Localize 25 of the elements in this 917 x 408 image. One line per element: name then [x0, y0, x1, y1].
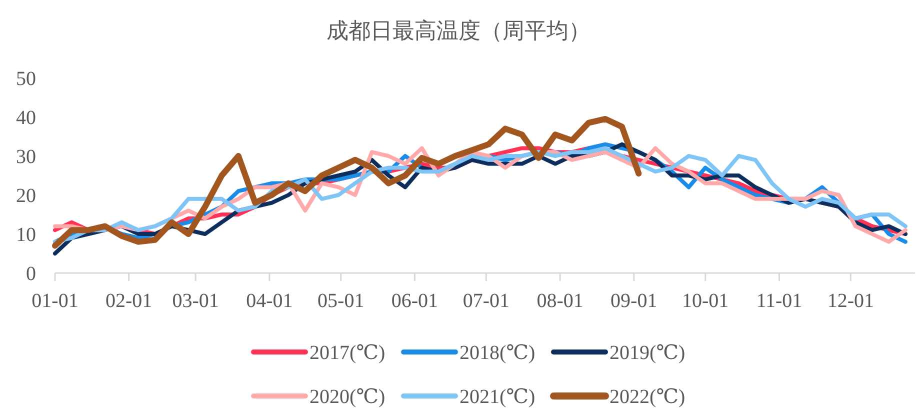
legend-label: 2021(℃) — [460, 386, 536, 408]
x-tick-label: 07-01 — [462, 290, 510, 312]
x-tick-label: 09-01 — [610, 290, 658, 312]
y-tick-label: 10 — [16, 224, 36, 246]
chart-title: 成都日最高温度（周平均） — [326, 18, 590, 43]
y-tick-label: 0 — [26, 263, 36, 285]
legend-label: 2017(℃) — [310, 342, 386, 364]
legend-label: 2019(℃) — [610, 342, 686, 364]
y-tick-label: 30 — [16, 146, 36, 168]
y-tick-label: 40 — [16, 107, 36, 129]
x-tick-label: 11-01 — [756, 290, 802, 312]
legend-label: 2018(℃) — [460, 342, 536, 364]
x-tick-label: 01-01 — [32, 290, 78, 312]
x-tick-label: 03-01 — [172, 290, 219, 312]
x-tick-label: 10-01 — [682, 290, 729, 312]
legend-label: 2020(℃) — [310, 386, 386, 408]
x-tick-label: 05-01 — [318, 290, 364, 312]
x-tick-label: 04-01 — [246, 290, 293, 312]
y-tick-label: 20 — [16, 185, 36, 207]
x-tick-label: 12-01 — [827, 290, 874, 312]
x-tick-label: 02-01 — [106, 290, 152, 312]
y-tick-label: 50 — [16, 68, 36, 90]
x-tick-label: 06-01 — [391, 290, 438, 312]
legend-label: 2022(℃) — [610, 386, 686, 408]
x-tick-label: 08-01 — [536, 290, 584, 312]
